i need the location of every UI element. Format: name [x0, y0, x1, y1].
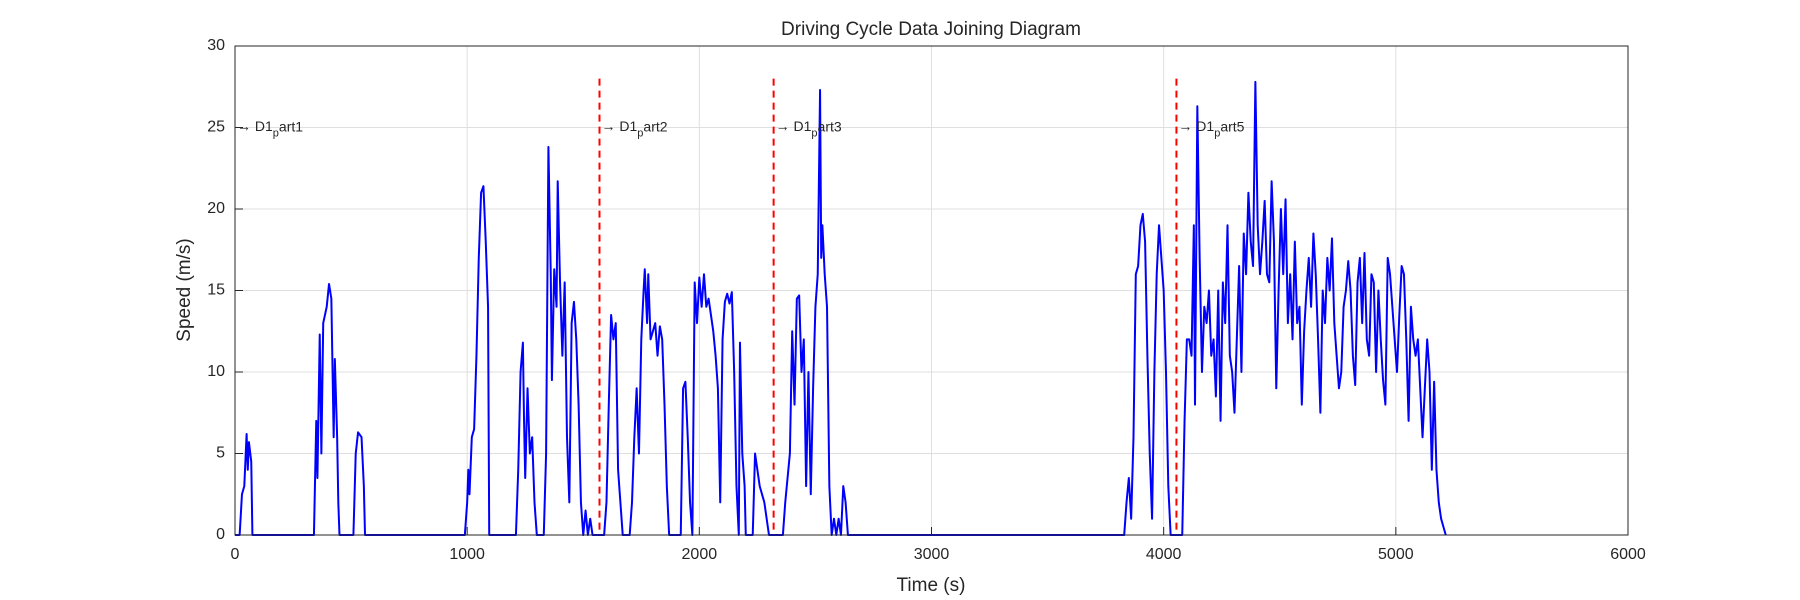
x-axis-label: Time (s) — [897, 575, 966, 596]
x-tick-label: 0 — [231, 546, 240, 563]
x-tick-label: 2000 — [682, 546, 718, 563]
annotation: → D1part1 — [237, 118, 303, 139]
x-tick-label: 3000 — [914, 546, 950, 563]
y-tick-label: 15 — [207, 282, 225, 299]
y-tick-label: 0 — [216, 526, 225, 543]
y-tick-label: 25 — [207, 119, 225, 136]
y-axis-label: Speed (m/s) — [174, 238, 195, 341]
x-tick-label: 4000 — [1146, 546, 1182, 563]
x-tick-label: 5000 — [1378, 546, 1414, 563]
x-tick-label: 6000 — [1610, 546, 1646, 563]
annotation: → D1part3 — [776, 118, 842, 139]
y-tick-label: 5 — [216, 445, 225, 462]
chart-title: Driving Cycle Data Joining Diagram — [781, 19, 1081, 40]
x-tick-label: 1000 — [449, 546, 485, 563]
data-line — [235, 80, 1447, 536]
annotation: → D1part2 — [602, 118, 668, 139]
y-tick-label: 30 — [207, 37, 225, 54]
plot-frame — [234, 45, 1629, 536]
annotation: → D1part5 — [1178, 118, 1244, 139]
y-tick-label: 10 — [207, 363, 225, 380]
y-tick-label: 20 — [207, 200, 225, 217]
